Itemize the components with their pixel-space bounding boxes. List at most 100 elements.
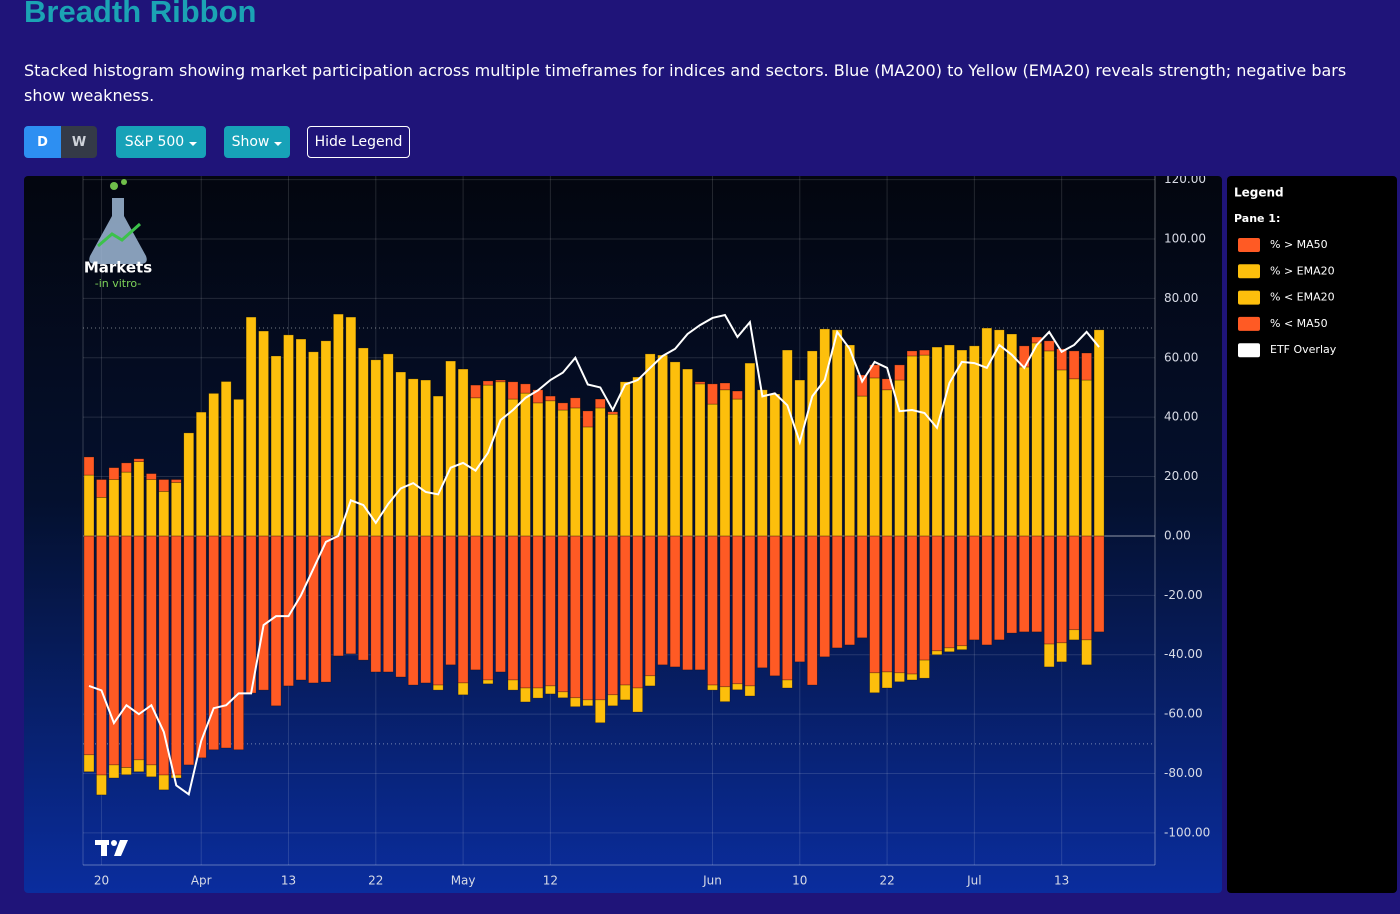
- legend-title: Legend: [1234, 186, 1284, 200]
- bar-segment: [557, 402, 569, 411]
- bar-segment: [944, 647, 955, 653]
- y-tick-label: 20.00: [1164, 469, 1198, 483]
- bar-segment: [819, 328, 831, 537]
- bar-segment: [757, 535, 768, 669]
- bar-segment: [632, 687, 643, 713]
- bar-segment: [345, 535, 357, 655]
- bar-segment: [732, 683, 743, 691]
- bar-segment: [632, 535, 643, 689]
- bar-segment: [108, 764, 120, 779]
- bar-segment: [520, 687, 531, 703]
- logo: Markets -in vitro-: [84, 179, 152, 290]
- bar-segment: [594, 535, 606, 701]
- x-tick-label: May: [451, 874, 476, 888]
- bar-segment: [669, 361, 681, 537]
- bar-segment: [570, 697, 581, 708]
- bar-segment: [969, 535, 980, 641]
- bar-segment: [158, 479, 170, 492]
- bar-segment: [582, 699, 594, 707]
- bar-segment: [220, 381, 232, 537]
- bar-segment: [806, 350, 818, 537]
- bar-segment: [407, 378, 419, 537]
- bar-segment: [981, 535, 993, 646]
- bar-segment: [146, 535, 157, 766]
- x-tick-label: Jul: [966, 874, 981, 888]
- legend-toggle[interactable]: Hide Legend: [307, 126, 410, 158]
- timeframe-button[interactable]: W: [61, 126, 97, 158]
- bar-segment: [295, 535, 307, 681]
- bar-segment: [732, 535, 743, 685]
- bar-segment: [495, 381, 506, 537]
- legend-swatch: [1238, 238, 1260, 252]
- bar-segment: [108, 467, 120, 480]
- y-tick-label: 0.00: [1164, 528, 1191, 542]
- x-tick-label: 13: [1054, 874, 1069, 888]
- timeframe-button[interactable]: D: [24, 126, 61, 158]
- bar-segment: [146, 473, 157, 480]
- legend-label: % > EMA20: [1270, 264, 1335, 277]
- y-tick-label: -80.00: [1164, 766, 1203, 780]
- bar-segment: [919, 659, 930, 679]
- bar-segment: [507, 535, 519, 681]
- bar-segment: [83, 754, 95, 773]
- bar-segment: [507, 679, 519, 691]
- bar-segment: [96, 774, 107, 796]
- legend: Legend Pane 1: % > MA50 % > EMA20 % < EMA2…: [1234, 186, 1337, 358]
- bar-segment: [121, 767, 132, 776]
- bar-segment: [1068, 350, 1080, 380]
- bar-segment: [894, 672, 905, 683]
- bar-segment: [707, 383, 718, 405]
- bar-segment: [607, 535, 619, 696]
- bar-segment: [956, 645, 968, 650]
- index-label: S&P 500: [125, 134, 197, 150]
- bar-segment: [744, 362, 756, 537]
- y-tick-label: 40.00: [1164, 410, 1198, 424]
- bar-segment: [769, 535, 781, 677]
- bar-segment: [1006, 333, 1018, 537]
- x-tick-label: Jun: [702, 874, 722, 888]
- bar-segment: [545, 400, 556, 537]
- bar-segment: [470, 384, 481, 399]
- bar-segment: [158, 535, 170, 776]
- bar-segment: [769, 393, 781, 537]
- x-tick-label: 22: [879, 874, 894, 888]
- bar-segment: [619, 684, 631, 701]
- bar-segment: [270, 535, 282, 707]
- bar-segment: [657, 354, 668, 537]
- bar-segment: [545, 395, 556, 402]
- bar-segment: [432, 395, 444, 537]
- bar-segment: [744, 535, 756, 687]
- y-tick-label: -40.00: [1164, 647, 1203, 661]
- bar-segment: [420, 535, 431, 684]
- bar-segment: [844, 344, 855, 537]
- page-title: Breadth Ribbon: [24, 0, 257, 29]
- legend-swatch: [1238, 316, 1260, 331]
- bar-segment: [1068, 378, 1080, 537]
- legend-pane: Pane 1:: [1234, 212, 1280, 225]
- bar-segment: [906, 535, 918, 675]
- bar-segment: [744, 685, 756, 697]
- bar-segment: [644, 353, 656, 537]
- bar-segment: [308, 351, 319, 537]
- bar-segment: [1018, 535, 1030, 633]
- bar-segment: [133, 461, 145, 537]
- bar-segment: [919, 535, 930, 661]
- bar-segment: [133, 535, 145, 761]
- bar-segment: [358, 535, 369, 661]
- bar-segment: [96, 535, 107, 776]
- bar-segment: [869, 672, 880, 694]
- bar-segment: [432, 684, 444, 691]
- bar-segment: [1006, 535, 1018, 634]
- show-dropdown[interactable]: Show: [224, 126, 290, 158]
- bar-segment: [831, 329, 843, 537]
- bar-segment: [170, 774, 182, 779]
- bar-segment: [520, 392, 531, 537]
- index-dropdown[interactable]: S&P 500: [116, 126, 206, 158]
- bar-segment: [370, 535, 382, 673]
- bar-segment: [782, 679, 793, 689]
- bar-segment: [919, 354, 930, 537]
- bar-segment: [682, 368, 693, 537]
- bar-segment: [919, 349, 930, 356]
- bar-segment: [906, 350, 918, 357]
- bar-segment: [532, 687, 544, 699]
